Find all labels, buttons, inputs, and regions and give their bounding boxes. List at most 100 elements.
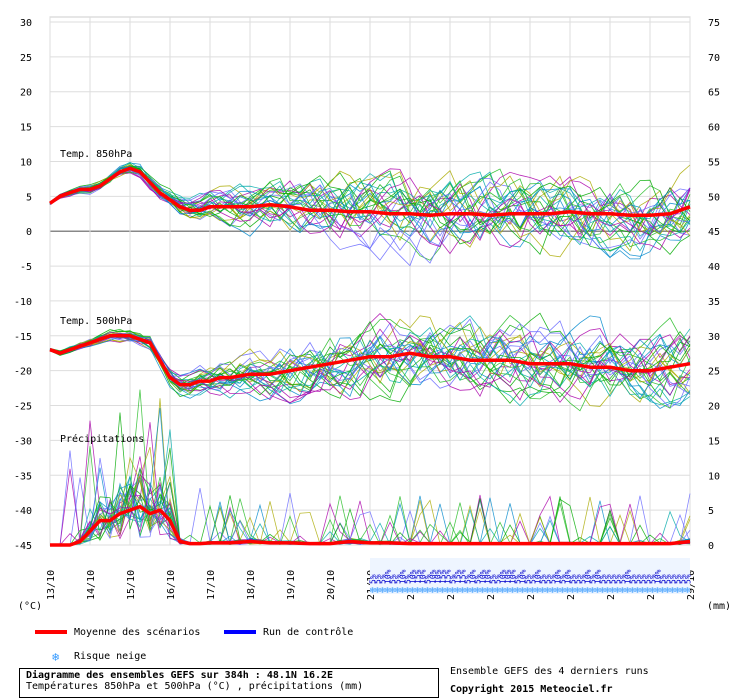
y-tick-left: -30 [14,436,32,447]
snow-risk-label: 5% [609,574,618,584]
snow-risk-label: 5% [544,574,553,584]
y-tick-left: 15 [20,123,32,134]
snow-risk-label: 5% [664,574,673,584]
snowflake-icon: ❄ [425,586,431,596]
y-tick-right: 45 [708,227,720,238]
t850-label: Temp. 850hPa [60,149,132,160]
snow-risk-label: 10% [519,569,528,584]
snowflake-icon: ❄ [625,586,631,596]
snowflake-icon: ❄ [530,586,536,596]
snow-risk-label: 5% [489,574,498,584]
snow-legend-label: Risque neige [74,651,147,662]
snowflake-icon: ❄ [500,586,506,596]
snowflake-icon: ❄ [675,586,681,596]
snow-risk-label: 5% [659,574,668,584]
snow-risk-label: 5% [649,574,658,584]
precip-label: Précipitations [60,433,144,445]
copyright: Copyright 2015 Meteociel.fr [450,684,613,695]
snowflake-icon: ❄ [460,586,466,596]
x-tick-label: 19/10 [286,570,297,600]
snowflake-icon: ❄ [485,586,491,596]
snowflake-icon: ❄ [620,586,626,596]
snowflake-icon: ❄ [565,586,571,596]
snow-risk-band [370,558,690,594]
snowflake-icon: ❄ [390,586,396,596]
snowflake-icon: ❄ [370,586,376,596]
snow-risk-label: 10% [434,569,443,584]
y-tick-right: 10 [708,471,720,482]
snow-risk-label: 10% [654,569,663,584]
snowflake-icon: ❄ [560,586,566,596]
snow-risk-label: 5% [644,574,653,584]
y-tick-right: 0 [708,541,714,552]
y-tick-left: -40 [14,506,32,517]
snow-risk-label: 15% [444,569,453,584]
chart-title: Diagramme des ensembles GEFS sur 384h : … [26,670,334,681]
snowflake-icon: ❄ [475,586,481,596]
chart-subtitle: Températures 850hPa et 500hPa (°C) , pré… [26,681,364,692]
mean-legend-label: Moyenne des scénarios [74,627,201,638]
snowflake-icon: ❄ [545,586,551,596]
snowflake-icon: ❄ [670,586,676,596]
snowflake-icon: ❄ [525,586,531,596]
snow-risk-label: 10% [399,569,408,584]
runs-note: Ensemble GEFS des 4 derniers runs [450,666,649,677]
snowflake-icon: ❄ [405,586,411,596]
snow-risk-label: 5% [389,574,398,584]
snow-risk-label: 5% [639,574,648,584]
snow-risk-label: 5% [404,574,413,584]
snow-risk-label: 5% [369,574,378,584]
snow-risk-label: 10% [384,569,393,584]
snow-risk-label: 5% [539,574,548,584]
snow-risk-label: 5% [569,574,578,584]
snowflake-icon: ❄ [660,586,666,596]
snowflake-icon: ❄ [395,586,401,596]
y-tick-left: -35 [14,471,32,482]
snow-risk-label: 5% [494,574,503,584]
y-tick-right: 65 [708,88,720,99]
snowflake-icon: ❄ [490,586,496,596]
y-tick-left: 25 [20,53,32,64]
snow-risk-label: 5% [684,574,693,584]
snow-risk-label: 5% [524,574,533,584]
x-tick-label: 15/10 [126,570,137,600]
member-line [49,166,691,251]
y-tick-left: 0 [26,227,32,238]
snow-risk-label: 10% [479,569,488,584]
control-legend-swatch [224,630,256,634]
snowflake-icon: ❄ [535,586,541,596]
x-tick-label: 17/10 [206,570,217,600]
snow-risk-label: 10% [504,569,513,584]
snow-risk-label: 5% [449,574,458,584]
mean-line [50,504,691,547]
snowflake-icon: ❄ [400,586,406,596]
y-tick-left: -20 [14,367,32,378]
snowflake-icon: ❄ [380,586,386,596]
snow-risk-label: 15% [459,569,468,584]
x-tick-label: 29/10 [686,570,697,600]
snow-risk-label: 10% [419,569,428,584]
snow-risk-label: 5% [679,574,688,584]
snowflake-icon: ❄ [680,586,686,596]
snow-risk-label: 10% [429,569,438,584]
snowflake-icon: ❄ [520,586,526,596]
y-tick-right: 50 [708,192,720,203]
x-tick-label: 16/10 [166,570,177,600]
y-tick-left: 10 [20,157,32,168]
snowflake-icon: ❄ [570,586,576,596]
snow-risk-label: 10% [409,569,418,584]
mean-line [49,334,691,387]
left-unit: (°C) [18,601,42,610]
snowflake-icon: ❄ [505,586,511,596]
x-tick-label: 20/10 [326,570,337,600]
snow-risk-label: 10% [534,569,543,584]
y-tick-right: 25 [708,367,720,378]
mean-line [48,166,691,217]
snowflake-icon: ❄ [555,586,561,596]
y-tick-left: -10 [14,297,32,308]
y-tick-right: 30 [708,332,720,343]
y-tick-right: 20 [708,402,720,413]
y-tick-right: 55 [708,157,720,168]
snowflake-icon: ❄ [635,586,641,596]
y-tick-left: -45 [14,541,32,552]
